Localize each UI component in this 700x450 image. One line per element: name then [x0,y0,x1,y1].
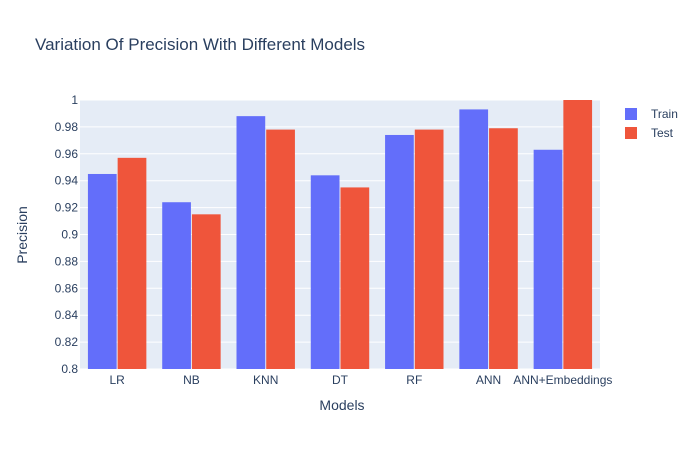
bar-test-dt [340,187,370,369]
y-tick-label: 0.86 [55,281,79,295]
y-tick-label: 0.84 [55,308,79,322]
legend: Train Test [625,107,678,140]
x-tick-label: ANN+Embeddings [513,373,612,387]
y-tick-label: 0.8 [61,362,78,376]
y-tick-label: 0.9 [61,228,78,242]
bar-test-nb [191,214,221,369]
x-axis-ticks: LR NB KNN DT RF ANN ANN+Embeddings [109,373,612,387]
x-axis-title: Models [319,397,364,413]
y-axis-title: Precision [14,206,30,264]
y-axis-ticks: 0.8 0.82 0.84 0.86 0.88 0.9 0.92 0.94 0.96 0.98 1 [55,93,79,376]
y-tick-label: 0.82 [55,335,79,349]
bar-train-ann-embeddings [533,149,563,369]
legend-label-train: Train [651,107,678,121]
chart-title: Variation Of Precision With Different Mo… [35,35,365,54]
legend-label-test: Test [651,126,674,140]
bars [87,100,593,369]
bar-test-ann-embeddings [563,100,593,369]
x-tick-label: NB [183,373,200,387]
bar-train-rf [385,134,414,369]
y-tick-label: 0.88 [55,254,79,268]
y-tick-label: 0.96 [55,147,79,161]
bar-test-knn [266,129,295,369]
y-tick-label: 0.94 [55,174,79,188]
y-tick-label: 0.98 [55,120,79,134]
legend-swatch-test [625,127,637,139]
bar-test-rf [414,129,444,369]
x-tick-label: LR [109,373,125,387]
bar-train-ann [459,109,489,369]
x-tick-label: KNN [253,373,278,387]
x-tick-label: DT [332,373,349,387]
bar-test-ann [489,128,518,369]
bar-train-dt [310,175,340,369]
legend-swatch-train [625,108,637,120]
y-tick-label: 0.92 [55,201,79,215]
bar-train-nb [162,202,191,369]
y-tick-label: 1 [71,93,78,107]
x-tick-label: RF [406,373,422,387]
bar-train-lr [87,173,117,369]
x-tick-label: ANN [476,373,501,387]
bar-test-lr [117,157,147,369]
bar-train-knn [236,116,266,369]
